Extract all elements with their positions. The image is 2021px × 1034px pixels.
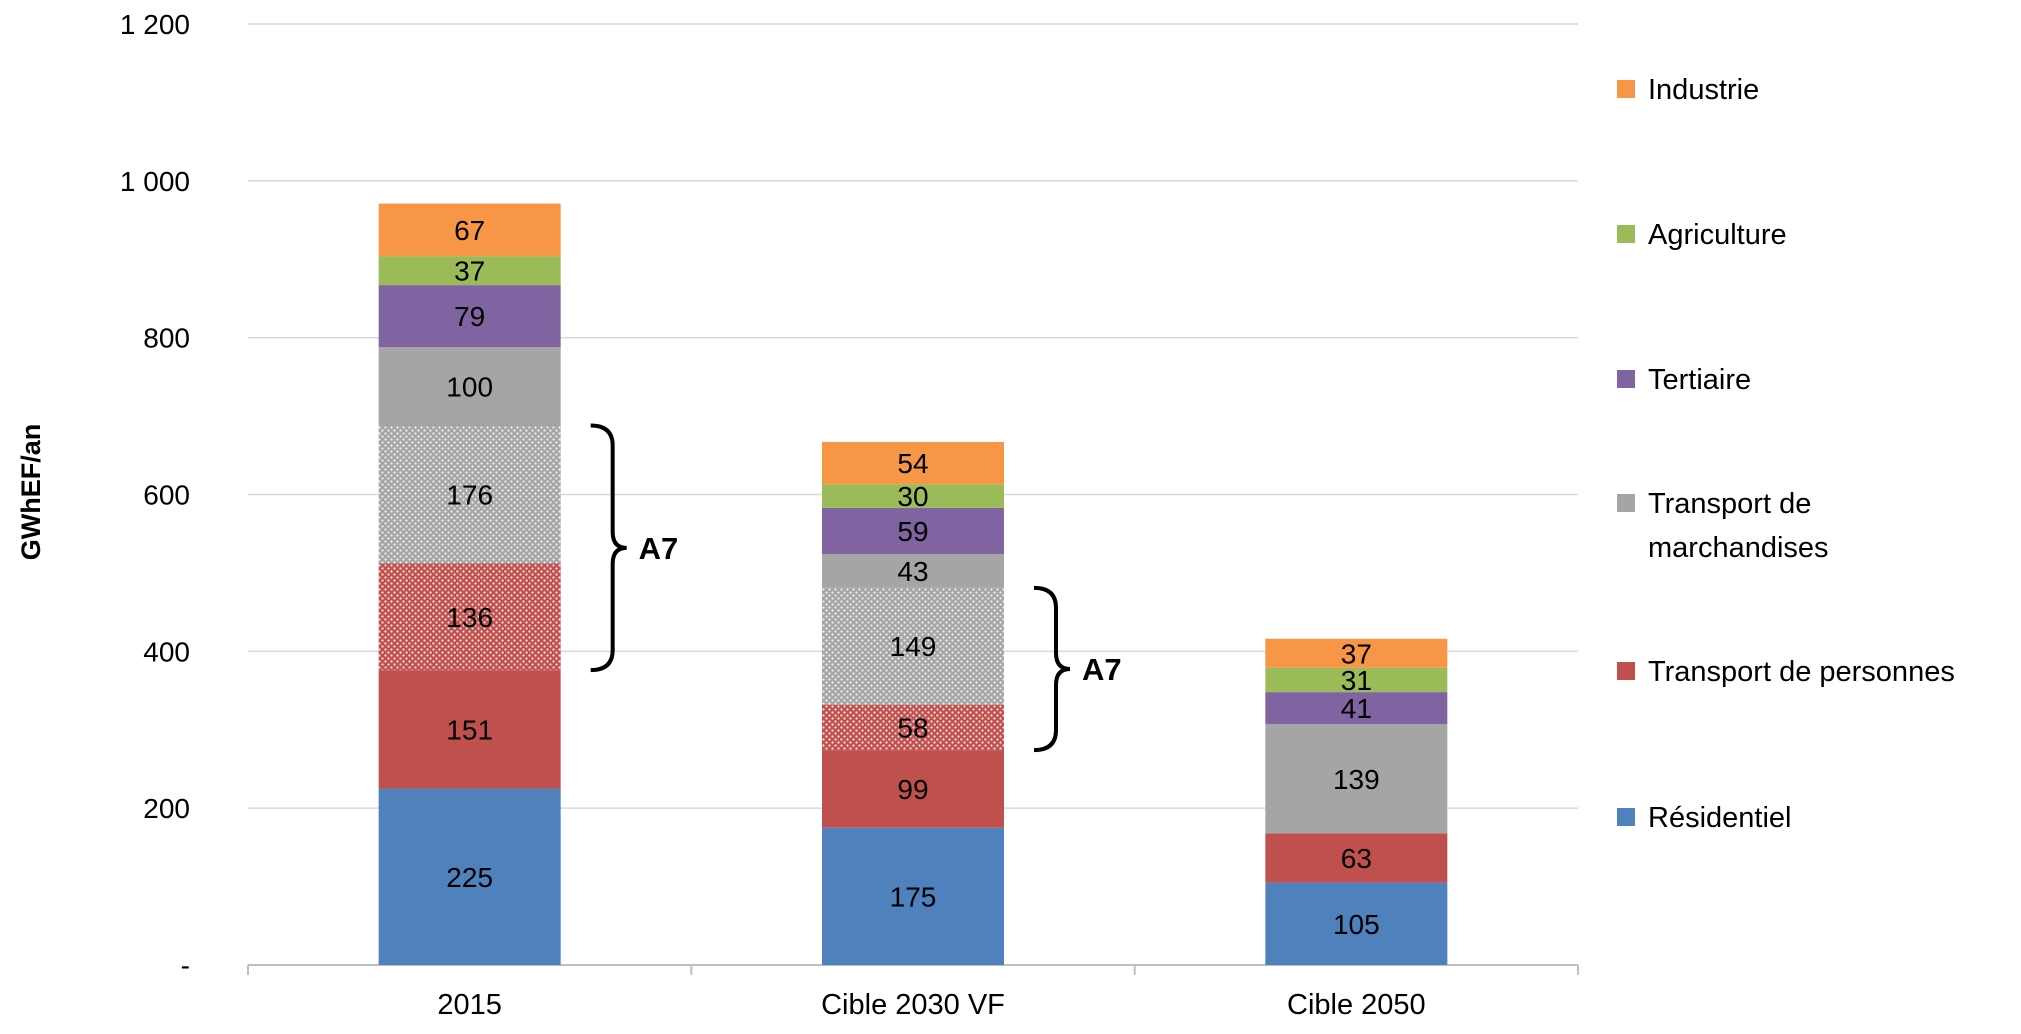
y-tick-label: - — [181, 950, 190, 981]
bar-segment — [378, 203, 561, 257]
legend: Industrie Agriculture Tertiaire Transport d… — [1617, 74, 1955, 834]
bar-segment — [378, 670, 561, 789]
data-label: 63 — [1341, 843, 1372, 874]
legend-swatch — [1617, 225, 1635, 243]
data-label: 100 — [446, 371, 493, 402]
data-label: 136 — [446, 602, 493, 633]
bar-segment-pattern — [822, 587, 1004, 705]
legend-swatch — [1617, 80, 1635, 98]
y-tick-label: 400 — [143, 636, 190, 667]
legend-label: Transport de marchandises — [1648, 488, 1829, 564]
bar-segment — [822, 827, 1004, 965]
data-label: 54 — [897, 448, 928, 479]
data-label: 175 — [890, 881, 937, 912]
data-label: 105 — [1333, 909, 1380, 940]
bar-segment — [378, 788, 561, 965]
bar-segment — [822, 554, 1004, 588]
y-axis-label: GWhEF/an — [16, 424, 46, 561]
data-label: 149 — [890, 631, 937, 662]
bar-segment-pattern — [822, 704, 1004, 751]
y-tick-label: 200 — [143, 793, 190, 824]
legend-label: Transport de personnes — [1648, 656, 1955, 688]
bar-segment — [822, 507, 1004, 555]
data-label: 41 — [1341, 693, 1372, 724]
data-label: 37 — [1341, 638, 1372, 669]
data-label: 67 — [454, 215, 485, 246]
annotation-label: A7 — [639, 531, 679, 566]
bar-segment — [1265, 667, 1448, 693]
data-label: 176 — [446, 480, 493, 511]
legend-label: Tertiaire — [1648, 364, 1751, 396]
legend-swatch — [1617, 662, 1635, 680]
data-label: 59 — [897, 516, 928, 547]
data-label: 31 — [1341, 665, 1372, 696]
y-tick-label: 1 200 — [120, 9, 190, 40]
data-label: 37 — [454, 256, 485, 287]
bar-segment — [822, 750, 1004, 828]
y-tick-label: 800 — [143, 323, 190, 354]
bar-segment — [1265, 882, 1448, 965]
bar-segment — [378, 256, 561, 286]
x-tick-label: Cible 2050 — [1287, 989, 1426, 1021]
brace — [590, 423, 627, 673]
bar-segment — [1265, 833, 1448, 883]
annotations: A7 A7 — [590, 423, 1122, 753]
y-tick-label: 1 000 — [120, 166, 190, 197]
bar-segment — [822, 484, 1004, 508]
data-label: 58 — [897, 712, 928, 743]
bar-segment-pattern — [378, 425, 561, 564]
brace — [1033, 585, 1071, 753]
bar-segment — [378, 285, 561, 348]
legend-label: Agriculture — [1648, 219, 1787, 251]
data-label: 139 — [1333, 764, 1380, 795]
annotation-label: A7 — [1082, 652, 1122, 687]
bar-segment — [378, 347, 561, 426]
data-label: 151 — [446, 714, 493, 745]
y-tick-label: 600 — [143, 480, 190, 511]
legend-label: Industrie — [1648, 74, 1759, 106]
data-label: 79 — [454, 301, 485, 332]
bar-segment-pattern — [378, 563, 561, 671]
data-label: 30 — [897, 481, 928, 512]
data-label: 225 — [446, 862, 493, 893]
data-label: 99 — [897, 774, 928, 805]
bar-segment — [1265, 638, 1448, 668]
legend-swatch — [1617, 370, 1635, 388]
legend-swatch — [1617, 494, 1635, 512]
legend-label: Résidentiel — [1648, 802, 1791, 834]
bar-segment — [1265, 724, 1448, 834]
x-tick-label: 2015 — [437, 989, 502, 1021]
bar-segment — [822, 441, 1004, 485]
legend-swatch — [1617, 808, 1635, 826]
data-label: 43 — [897, 556, 928, 587]
x-tick-label: Cible 2030 VF — [821, 989, 1005, 1021]
bar-segment — [1265, 692, 1448, 725]
